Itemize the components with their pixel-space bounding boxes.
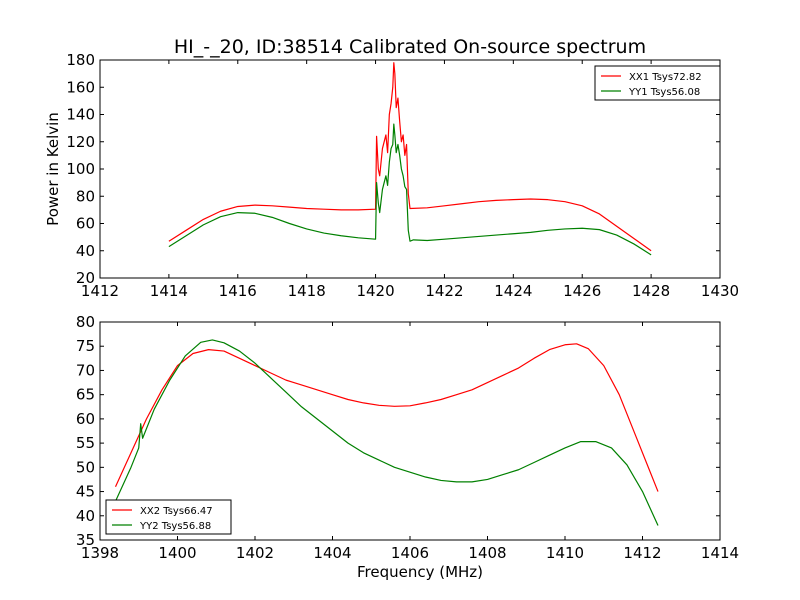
chart-title: HI_-_20, ID:38514 Calibrated On-source s…: [174, 36, 646, 58]
legend-label: XX1 Tsys72.82: [629, 72, 702, 83]
y-tick-label: 50: [76, 458, 95, 476]
x-tick-label: 1402: [236, 544, 274, 562]
y-tick-label: 75: [76, 337, 95, 355]
y-tick-label: 80: [76, 187, 95, 205]
y-tick-label: 55: [76, 434, 95, 452]
x-tick-label: 1398: [81, 544, 119, 562]
y-tick-label: 140: [66, 106, 95, 124]
legend-box: [105, 499, 232, 535]
y-tick-label: 100: [66, 160, 95, 178]
x-tick-label: 1414: [701, 544, 739, 562]
y-tick-label: 60: [76, 410, 95, 428]
y-tick-label: 40: [76, 507, 95, 525]
x-tick-label: 1414: [150, 282, 188, 300]
x-tick-label: 1428: [632, 282, 670, 300]
y-tick-label: 120: [66, 133, 95, 151]
series-line: [168, 62, 652, 252]
bottom-panel: 1398 1400 1402 1404 1406 1408 1410 1412 1414 35 40…: [76, 313, 739, 581]
y-tick-label: 80: [76, 313, 95, 331]
x-tick-label: 1406: [391, 544, 429, 562]
legend-label: YY2 Tsys56.88: [139, 521, 211, 532]
series-line: [114, 343, 659, 492]
y-tick-label: 20: [76, 269, 95, 287]
x-tick-label: 1418: [288, 282, 326, 300]
axes-frame: [99, 59, 721, 279]
series-line: [168, 123, 652, 256]
axes-frame: [99, 321, 721, 541]
y-axis-label: Power in Kelvin: [44, 112, 62, 226]
y-tick-label: 35: [76, 531, 95, 549]
x-tick-label: 1424: [494, 282, 532, 300]
x-tick-label: 1408: [468, 544, 506, 562]
x-tick-label: 1412: [81, 282, 119, 300]
top-panel: 1412 1414 1416 1418 1420 1422 1424 1426 1428 1430…: [44, 51, 739, 300]
legend-box: [594, 65, 721, 101]
series-line: [114, 339, 659, 526]
legend-label: XX2 Tsys66.47: [140, 506, 213, 517]
x-tick-label: 1400: [158, 544, 196, 562]
x-tick-label: 1430: [701, 282, 739, 300]
x-axis-label: Frequency (MHz): [357, 563, 483, 581]
y-tick-label: 45: [76, 483, 95, 501]
y-tick-label: 160: [66, 78, 95, 96]
y-tick-label: 40: [76, 242, 95, 260]
x-tick-label: 1426: [563, 282, 601, 300]
x-tick-label: 1422: [425, 282, 463, 300]
x-tick-label: 1404: [313, 544, 351, 562]
y-tick-label: 60: [76, 215, 95, 233]
y-tick-label: 65: [76, 386, 95, 404]
x-tick-label: 1416: [219, 282, 257, 300]
legend-label: YY1 Tsys56.08: [628, 87, 700, 98]
y-tick-label: 70: [76, 361, 95, 379]
y-tick-label: 180: [66, 51, 95, 69]
x-tick-label: 1410: [546, 544, 584, 562]
x-tick-label: 1420: [356, 282, 394, 300]
x-tick-label: 1412: [623, 544, 661, 562]
